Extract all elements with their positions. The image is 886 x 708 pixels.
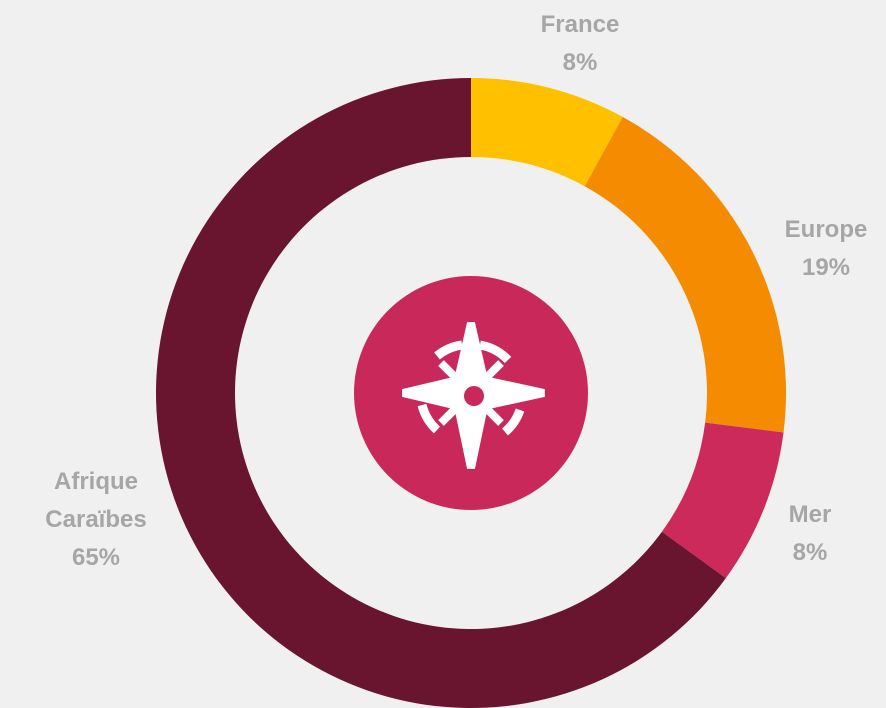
category-name: Mer: [788, 501, 832, 528]
segment-label: Afrique Caraïbes 65%: [26, 463, 166, 577]
value-label: 8%: [792, 539, 828, 566]
category-name: Afrique Caraïbes: [45, 468, 147, 533]
compass-hub: [464, 386, 484, 406]
donut-segment: [584, 116, 786, 433]
segment-label: Europe 19%: [756, 211, 886, 287]
category-name: France: [540, 11, 620, 38]
segments: [156, 78, 786, 708]
donut-segment: [471, 78, 623, 187]
compass-icon: [417, 340, 525, 436]
segment-label: France 8%: [480, 6, 680, 82]
segment-label: Mer 8%: [760, 496, 860, 572]
donut-segment: [661, 422, 784, 579]
category-name: Europe: [784, 216, 868, 243]
value-label: 19%: [801, 254, 851, 281]
value-label: 8%: [562, 49, 598, 76]
value-label: 65%: [71, 544, 121, 571]
